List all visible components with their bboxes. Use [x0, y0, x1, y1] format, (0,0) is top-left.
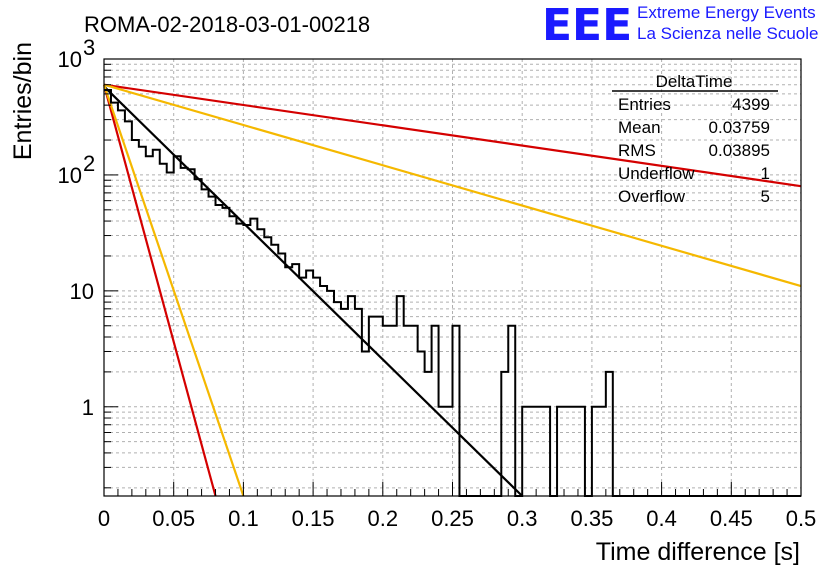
logo: EEE Extreme Energy Events La Scienza nel… — [542, 0, 818, 51]
x-tick-label: 0.1 — [228, 506, 259, 531]
stats-box: DeltaTime Entries 4399 Mean 0.03759 RMS … — [612, 72, 778, 206]
fit-curves — [102, 83, 802, 497]
axis-ticks — [103, 58, 802, 496]
stats-label-mean: Mean — [618, 118, 661, 137]
x-tick-label: 0.3 — [507, 506, 538, 531]
tick-labels: 0 0.05 0.1 0.15 0.2 0.25 0.3 0.35 0.4 0.45 0.5 1 10 1… — [58, 35, 817, 531]
stats-title: DeltaTime — [656, 72, 733, 91]
y-tick-exponent: 2 — [83, 151, 95, 176]
chart-title: ROMA-02-2018-03-01-00218 — [84, 12, 370, 37]
y-tick-label: 10 — [58, 47, 82, 72]
stats-label-entries: Entries — [618, 95, 671, 114]
fit-curve — [103, 83, 802, 288]
logo-line1: Extreme Energy Events — [637, 3, 816, 22]
x-tick-label: 0.4 — [646, 506, 677, 531]
stats-label-rms: RMS — [618, 141, 656, 160]
x-tick-label: 0.15 — [292, 506, 335, 531]
grid — [104, 59, 801, 496]
stats-label-underflow: Underflow — [618, 164, 695, 183]
stats-value-entries: 4399 — [732, 95, 770, 114]
fit-curve — [102, 84, 217, 497]
y-tick-label: 10 — [70, 279, 94, 304]
y-tick-label: 1 — [82, 395, 94, 420]
stats-value-overflow: 5 — [761, 187, 770, 206]
x-axis-label: Time difference [s] — [596, 538, 800, 566]
stats-value-underflow: 1 — [761, 164, 770, 183]
x-tick-label: 0.25 — [431, 506, 474, 531]
fit-curve — [103, 85, 523, 497]
y-tick-label: 10 — [58, 163, 82, 188]
logo-mark: EEE — [542, 0, 632, 51]
logo-line2: La Scienza nelle Scuole — [637, 24, 818, 43]
stats-value-rms: 0.03895 — [709, 141, 770, 160]
x-tick-label: 0.35 — [570, 506, 613, 531]
stats-value-mean: 0.03759 — [709, 118, 770, 137]
stats-label-overflow: Overflow — [618, 187, 686, 206]
x-tick-label: 0.45 — [710, 506, 753, 531]
x-tick-label: 0 — [98, 506, 110, 531]
x-tick-label: 0.05 — [152, 506, 195, 531]
y-axis-label: Entries/bin — [9, 42, 37, 160]
fit-curve — [103, 83, 802, 188]
fit-curve — [102, 84, 245, 497]
y-tick-exponent: 3 — [83, 35, 95, 60]
x-tick-label: 0.5 — [786, 506, 817, 531]
x-tick-label: 0.2 — [368, 506, 399, 531]
